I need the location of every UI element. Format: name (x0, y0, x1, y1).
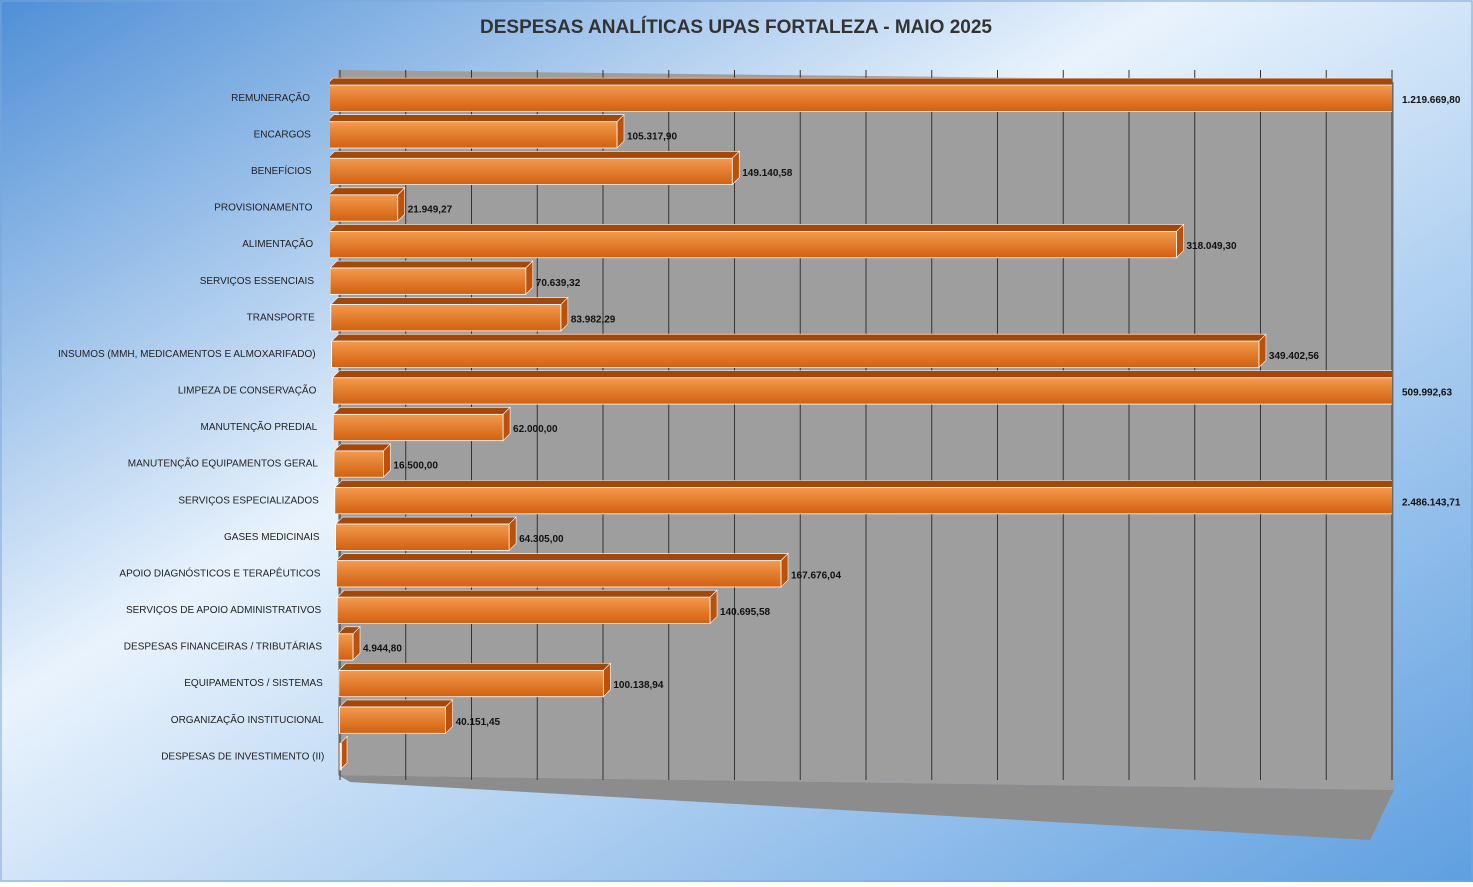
bar (339, 743, 342, 771)
category-label: ENCARGOS (254, 130, 312, 141)
value-label: 1.219.669,80 (1402, 95, 1461, 106)
bar (330, 304, 562, 332)
category-label: EQUIPAMENTOS / SISTEMAS (184, 678, 323, 689)
category-label: MANUTENÇÃO EQUIPAMENTOS GERAL (128, 457, 319, 470)
bar-top (330, 150, 740, 159)
value-label: 83.982,29 (571, 314, 616, 325)
bar-top (330, 77, 1392, 86)
plot-floor (338, 775, 1394, 840)
bar (331, 377, 1392, 405)
bar (331, 340, 1260, 368)
bar-top (335, 553, 789, 561)
bar-top (330, 224, 1185, 232)
bar (330, 231, 1177, 259)
labels: REMUNERAÇÃO 1.219.669,80 ENCARGOS 105.317,9… (58, 91, 1461, 762)
category-label: DESPESAS FINANCEIRAS / TRIBUTÁRIAS (124, 640, 323, 653)
bar (339, 706, 446, 734)
bar (338, 669, 604, 698)
bar (330, 121, 618, 149)
bar-top (338, 663, 612, 671)
category-label: MANUTENÇÃO PREDIAL (201, 420, 318, 433)
bar (337, 633, 354, 661)
category-label: SERVIÇOS ESPECIALIZADOS (178, 495, 319, 506)
category-label: DESPESAS DE INVESTIMENTO (II) (161, 751, 324, 762)
category-label: ORGANIZAÇÃO INSTITUCIONAL (171, 713, 324, 726)
category-label: BENEFÍCIOS (251, 164, 312, 177)
bar-top (331, 370, 1392, 379)
bar-top (336, 589, 718, 598)
value-label: 105.317,90 (627, 132, 677, 143)
value-label: 318.049,30 (1186, 241, 1236, 252)
bar (330, 157, 733, 186)
bar-top (332, 407, 511, 415)
category-label: LIMPEZA DE CONSERVAÇÃO (178, 384, 317, 397)
value-label: 16.500,00 (393, 461, 438, 472)
bar-top (338, 699, 454, 708)
bar (333, 450, 384, 478)
value-label: 4.944,80 (363, 644, 402, 655)
value-label: 167.676,04 (791, 570, 841, 581)
category-label: TRANSPORTE (247, 312, 315, 323)
bar (335, 560, 782, 588)
category-label: APOIO DIAGNÓSTICOS E TERAPÊUTICOS (119, 566, 320, 579)
category-label: SERVIÇOS ESSENCIAIS (200, 276, 315, 287)
value-label: 349.402,56 (1269, 351, 1319, 362)
value-label: 21.949,27 (408, 205, 453, 216)
category-label: PROVISIONAMENTO (214, 203, 312, 214)
chart-title: DESPESAS ANALÍTICAS UPAS FORTALEZA - MAI… (480, 16, 992, 38)
bar (330, 267, 527, 295)
bar-top (334, 516, 517, 525)
category-label: ALIMENTAÇÃO (242, 237, 313, 250)
value-label: 40.151,45 (456, 717, 501, 728)
value-label: 62.000,00 (513, 424, 558, 435)
bar (330, 84, 1392, 112)
bar (336, 596, 711, 624)
bar (334, 487, 1392, 515)
category-label: SERVIÇOS DE APOIO ADMINISTRATIVOS (126, 605, 322, 616)
category-label: GASES MEDICINAIS (224, 532, 320, 543)
bar-top (334, 480, 1392, 488)
bar-top (333, 443, 392, 452)
value-label: 100.138,94 (613, 680, 663, 691)
value-label: 64.305,00 (519, 534, 564, 545)
value-label: 70.639,32 (536, 278, 581, 289)
grid (339, 70, 1393, 780)
value-label: 140.695,58 (720, 607, 770, 618)
bar-top (330, 333, 1267, 342)
bar-top (330, 187, 406, 196)
value-label: 149.140,58 (742, 168, 792, 179)
bar-top (330, 114, 625, 122)
bars (330, 77, 1392, 771)
value-label: 2.486.143,71 (1402, 497, 1461, 508)
bar (332, 413, 504, 442)
bar-top (330, 297, 569, 305)
value-label: 509.992,63 (1402, 388, 1452, 399)
bar (330, 194, 399, 222)
category-label: INSUMOS (MMH, MEDICAMENTOS E ALMOXARIFAD… (58, 349, 316, 360)
bar-top (330, 260, 534, 269)
bar (335, 523, 510, 551)
category-label: REMUNERAÇÃO (231, 91, 310, 104)
